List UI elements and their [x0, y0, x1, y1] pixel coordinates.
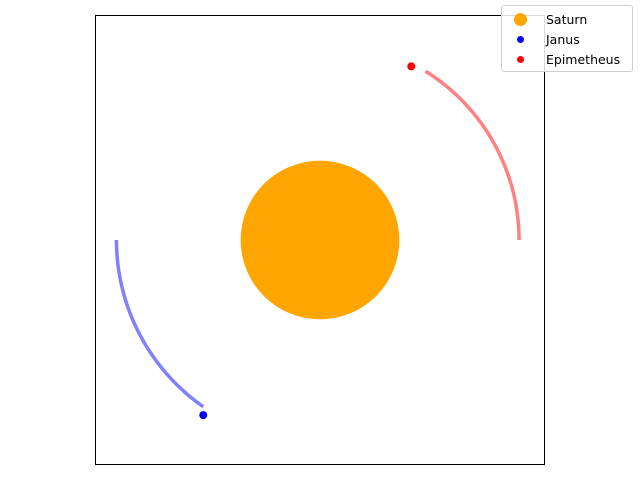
epimetheus-marker-icon [517, 56, 524, 63]
janus-point [199, 411, 208, 420]
saturn-marker-icon [514, 13, 527, 26]
epimetheus-point [407, 62, 416, 71]
plot-area [114, 62, 521, 420]
legend-item-epimetheus: Epimetheus [502, 50, 634, 70]
legend-item-saturn: Saturn [502, 10, 634, 30]
janus-marker-icon [517, 36, 524, 43]
saturn-body [240, 160, 400, 320]
legend-label-janus: Janus [546, 32, 580, 47]
legend-item-janus: Janus [502, 30, 634, 50]
legend-label-epimetheus: Epimetheus [546, 52, 621, 67]
legend: Saturn Janus Epimetheus [501, 5, 633, 72]
janus-trail [114, 239, 205, 409]
epimetheus-trail [424, 69, 521, 241]
legend-label-saturn: Saturn [546, 12, 588, 27]
